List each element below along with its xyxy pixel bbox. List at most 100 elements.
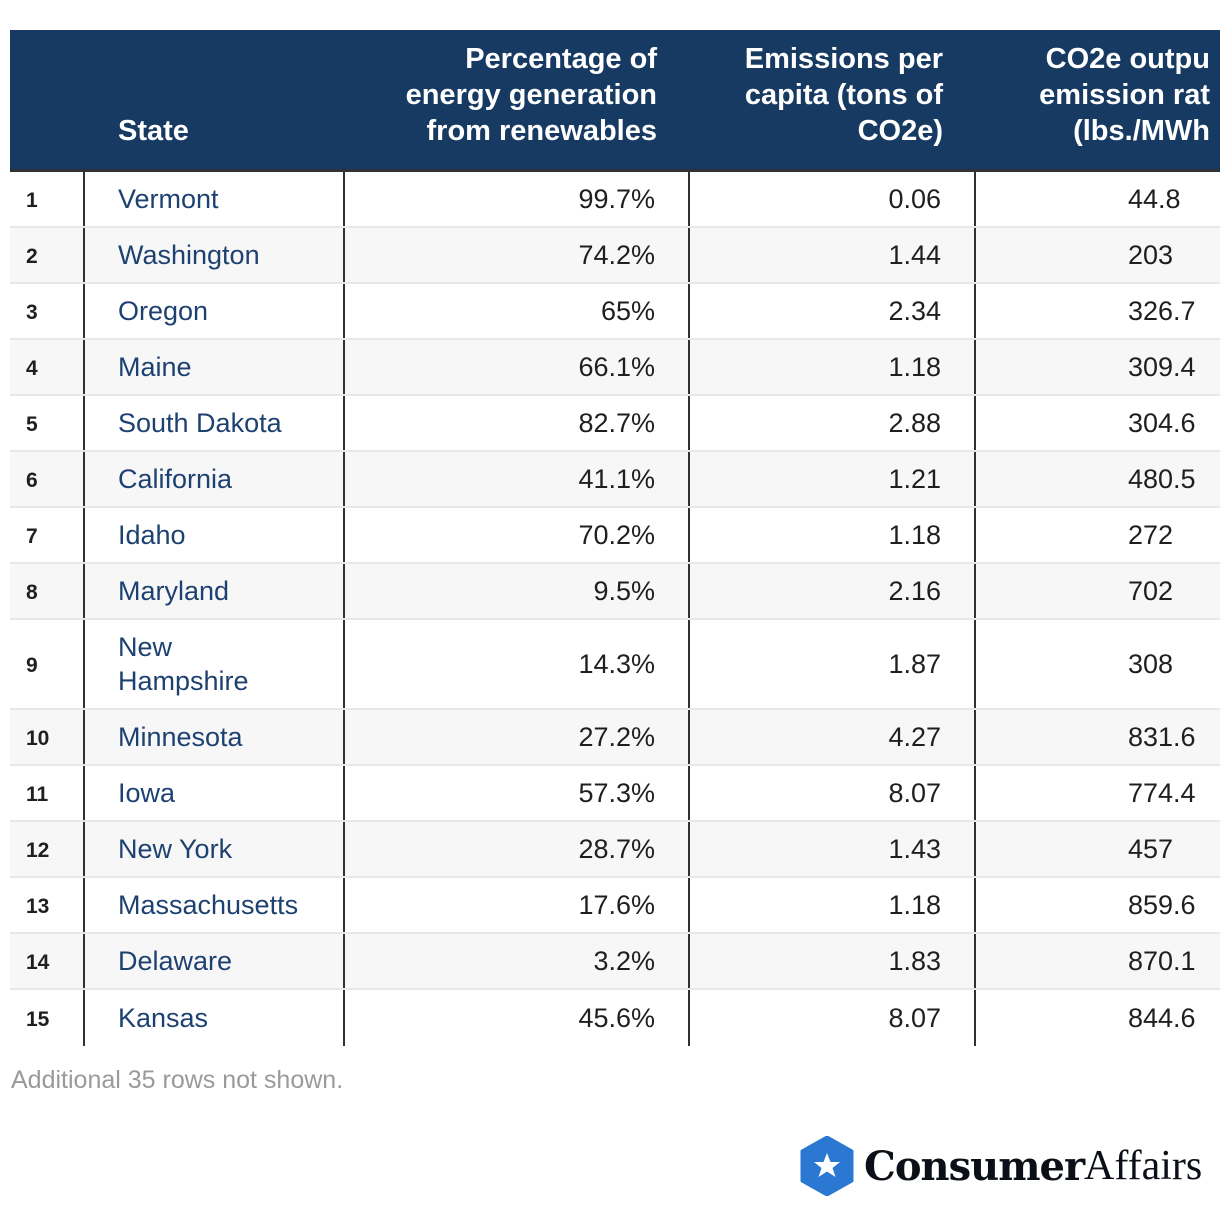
co2e-rate-cell-text: 309.4: [1128, 351, 1196, 382]
rank-cell-text: 7: [26, 525, 38, 548]
logo-text-bold: Consumer: [864, 1142, 1085, 1190]
renewables-cell: 41.1%: [345, 452, 690, 506]
header-line: from renewables: [426, 115, 657, 147]
emissions-cell: 2.88: [690, 396, 976, 450]
table-body: 1 Vermont 99.7% 0.06 44.8 2 Washington 74.2% 1.4…: [10, 172, 1220, 1046]
co2e-rate-cell: 308: [976, 620, 1220, 708]
header-line: emission rat: [1039, 79, 1210, 111]
rank-cell: 3: [10, 284, 85, 338]
logo-text-light: Affairs: [1084, 1143, 1203, 1189]
rank-cell: 10: [10, 710, 85, 764]
emissions-cell-text: 8.07: [888, 777, 941, 808]
co2e-rate-cell: 309.4: [976, 340, 1220, 394]
header-line: Percentage of: [465, 43, 657, 75]
state-cell: New York: [85, 822, 345, 876]
co2e-rate-cell-text: 480.5: [1128, 463, 1196, 494]
emissions-cell-text: 1.18: [888, 351, 941, 382]
header-line: (lbs./MWh: [1073, 115, 1210, 147]
header-line: energy generation: [405, 79, 657, 111]
table-header: State Percentage of energy generation fr…: [10, 30, 1220, 172]
rank-cell-text: 13: [26, 895, 50, 918]
header-line: CO2e outpu: [1045, 43, 1210, 75]
renewables-cell: 99.7%: [345, 172, 690, 226]
consumeraffairs-logo: Consumer Affairs: [800, 1136, 1202, 1196]
co2e-rate-cell: 272: [976, 508, 1220, 562]
emissions-cell-text: 0.06: [888, 183, 941, 214]
rank-cell-text: 5: [26, 413, 38, 436]
renewables-cell: 57.3%: [345, 766, 690, 820]
state-cell-text: South Dakota: [118, 408, 282, 438]
rank-cell: 15: [10, 990, 85, 1046]
star-hexagon-icon: [800, 1136, 854, 1196]
state-cell-text: Vermont: [118, 184, 219, 214]
header-renewables: Percentage of energy generation from ren…: [345, 30, 690, 169]
state-cell-text: Kansas: [118, 1003, 209, 1033]
co2e-rate-cell-text: 457: [1128, 833, 1174, 864]
table-row: 6 California 41.1% 1.21 480.5: [10, 452, 1220, 508]
emissions-cell-text: 1.21: [888, 463, 941, 494]
rank-cell: 7: [10, 508, 85, 562]
renewables-cell: 82.7%: [345, 396, 690, 450]
renewables-cell-text: 17.6%: [578, 889, 655, 920]
state-cell: Vermont: [85, 172, 345, 226]
emissions-cell: 4.27: [690, 710, 976, 764]
renewables-cell-text: 66.1%: [578, 351, 655, 382]
state-cell-text: Oregon: [118, 296, 209, 326]
renewables-cell-text: 3.2%: [593, 945, 655, 976]
table-row: 15 Kansas 45.6% 8.07 844.6: [10, 990, 1220, 1046]
emissions-cell-text: 1.87: [888, 648, 941, 679]
co2e-rate-cell: 774.4: [976, 766, 1220, 820]
emissions-cell-text: 8.07: [888, 1002, 941, 1033]
state-cell: Washington: [85, 228, 345, 282]
table-row: 13 Massachusetts 17.6% 1.18 859.6: [10, 878, 1220, 934]
renewables-cell-text: 9.5%: [593, 575, 655, 606]
co2e-rate-cell: 457: [976, 822, 1220, 876]
emissions-cell: 1.87: [690, 620, 976, 708]
rank-cell: 14: [10, 934, 85, 988]
renewables-cell: 17.6%: [345, 878, 690, 932]
rank-cell-text: 2: [26, 245, 38, 268]
state-cell-text: Maryland: [118, 576, 230, 606]
renewables-cell: 27.2%: [345, 710, 690, 764]
state-cell: Iowa: [85, 766, 345, 820]
header-rank: [10, 30, 85, 169]
renewables-cell: 74.2%: [345, 228, 690, 282]
rank-cell-text: 6: [26, 469, 38, 492]
header-state: State: [85, 30, 345, 169]
table-row: 3 Oregon 65% 2.34 326.7: [10, 284, 1220, 340]
header-line: CO2e): [857, 115, 943, 147]
emissions-cell: 2.16: [690, 564, 976, 618]
rank-cell: 13: [10, 878, 85, 932]
renewables-cell: 70.2%: [345, 508, 690, 562]
table-row: 14 Delaware 3.2% 1.83 870.1: [10, 934, 1220, 990]
co2e-rate-cell-text: 774.4: [1128, 777, 1196, 808]
emissions-cell-text: 1.18: [888, 519, 941, 550]
emissions-cell-text: 1.83: [888, 945, 941, 976]
emissions-cell: 1.18: [690, 340, 976, 394]
state-cell-text: Idaho: [118, 520, 186, 550]
state-cell: California: [85, 452, 345, 506]
state-cell-text: Washington: [118, 240, 260, 270]
rank-cell: 1: [10, 172, 85, 226]
state-cell-text: Iowa: [118, 778, 176, 808]
renewables-cell: 9.5%: [345, 564, 690, 618]
emissions-cell-text: 2.34: [888, 295, 941, 326]
emissions-cell: 1.18: [690, 508, 976, 562]
renewables-cell: 45.6%: [345, 990, 690, 1046]
state-cell: Minnesota: [85, 710, 345, 764]
emissions-cell-text: 1.43: [888, 833, 941, 864]
rank-cell: 5: [10, 396, 85, 450]
co2e-rate-cell-text: 844.6: [1128, 1002, 1196, 1033]
state-cell-text: Massachusetts: [118, 890, 299, 920]
state-cell-text: New York: [118, 834, 233, 864]
renewables-cell: 65%: [345, 284, 690, 338]
co2e-rate-cell-text: 44.8: [1128, 183, 1181, 214]
renewables-cell: 28.7%: [345, 822, 690, 876]
rank-cell: 12: [10, 822, 85, 876]
co2e-rate-cell: 480.5: [976, 452, 1220, 506]
header-state-label: State: [118, 115, 189, 147]
emissions-cell: 1.43: [690, 822, 976, 876]
table-row: 10 Minnesota 27.2% 4.27 831.6: [10, 710, 1220, 766]
state-cell: Massachusetts: [85, 878, 345, 932]
table-row: 2 Washington 74.2% 1.44 203: [10, 228, 1220, 284]
